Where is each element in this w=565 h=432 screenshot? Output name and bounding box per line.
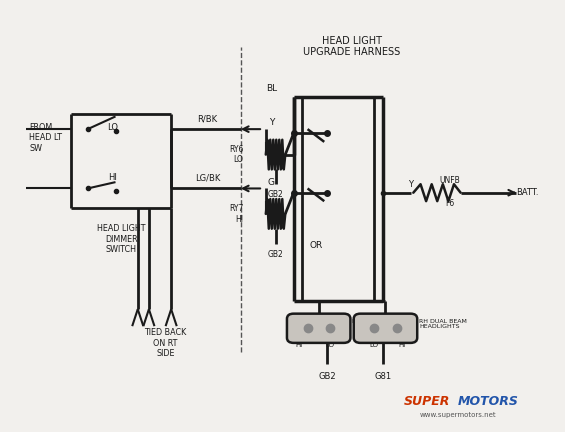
Text: HEAD LIGHT
UPGRADE HARNESS: HEAD LIGHT UPGRADE HARNESS bbox=[303, 36, 401, 57]
Text: G81: G81 bbox=[374, 372, 392, 381]
Text: GB2: GB2 bbox=[318, 372, 336, 381]
Text: BL: BL bbox=[266, 84, 277, 93]
Text: LO: LO bbox=[370, 342, 379, 348]
Text: BATT.: BATT. bbox=[516, 188, 538, 197]
Text: UNFB: UNFB bbox=[439, 176, 460, 185]
Text: TIED BACK
ON RT
SIDE: TIED BACK ON RT SIDE bbox=[145, 328, 186, 358]
Text: GB2: GB2 bbox=[268, 250, 284, 259]
Text: GB2: GB2 bbox=[268, 191, 284, 199]
Text: HI: HI bbox=[108, 173, 117, 182]
Text: OR: OR bbox=[309, 241, 323, 250]
FancyBboxPatch shape bbox=[287, 314, 350, 343]
Text: SUPER: SUPER bbox=[404, 394, 450, 407]
Text: F6: F6 bbox=[445, 199, 454, 208]
Text: RY6
LO: RY6 LO bbox=[229, 145, 244, 164]
Text: Y: Y bbox=[269, 118, 274, 127]
Text: G: G bbox=[268, 178, 275, 187]
Text: LO: LO bbox=[325, 342, 334, 348]
Text: RH DUAL BEAM
HEADLIGHTS: RH DUAL BEAM HEADLIGHTS bbox=[419, 319, 467, 330]
Text: www.supermotors.net: www.supermotors.net bbox=[420, 412, 496, 418]
Text: LG/BK: LG/BK bbox=[195, 173, 220, 182]
Text: HI: HI bbox=[295, 342, 303, 348]
FancyBboxPatch shape bbox=[354, 314, 417, 343]
Text: LO: LO bbox=[107, 123, 118, 131]
Text: FROM
HEAD LT
SW: FROM HEAD LT SW bbox=[29, 123, 62, 152]
Text: LH DUAL BEAM
HEADLIGHTS: LH DUAL BEAM HEADLIGHTS bbox=[352, 319, 399, 330]
Text: RY7
HI: RY7 HI bbox=[229, 204, 244, 224]
Text: R/BK: R/BK bbox=[197, 114, 218, 123]
Text: HEAD LIGHT
DIMMER
SWITCH: HEAD LIGHT DIMMER SWITCH bbox=[97, 224, 145, 254]
Text: HI: HI bbox=[398, 342, 406, 348]
Text: MOTORS: MOTORS bbox=[458, 394, 519, 407]
Text: Y: Y bbox=[408, 180, 413, 189]
